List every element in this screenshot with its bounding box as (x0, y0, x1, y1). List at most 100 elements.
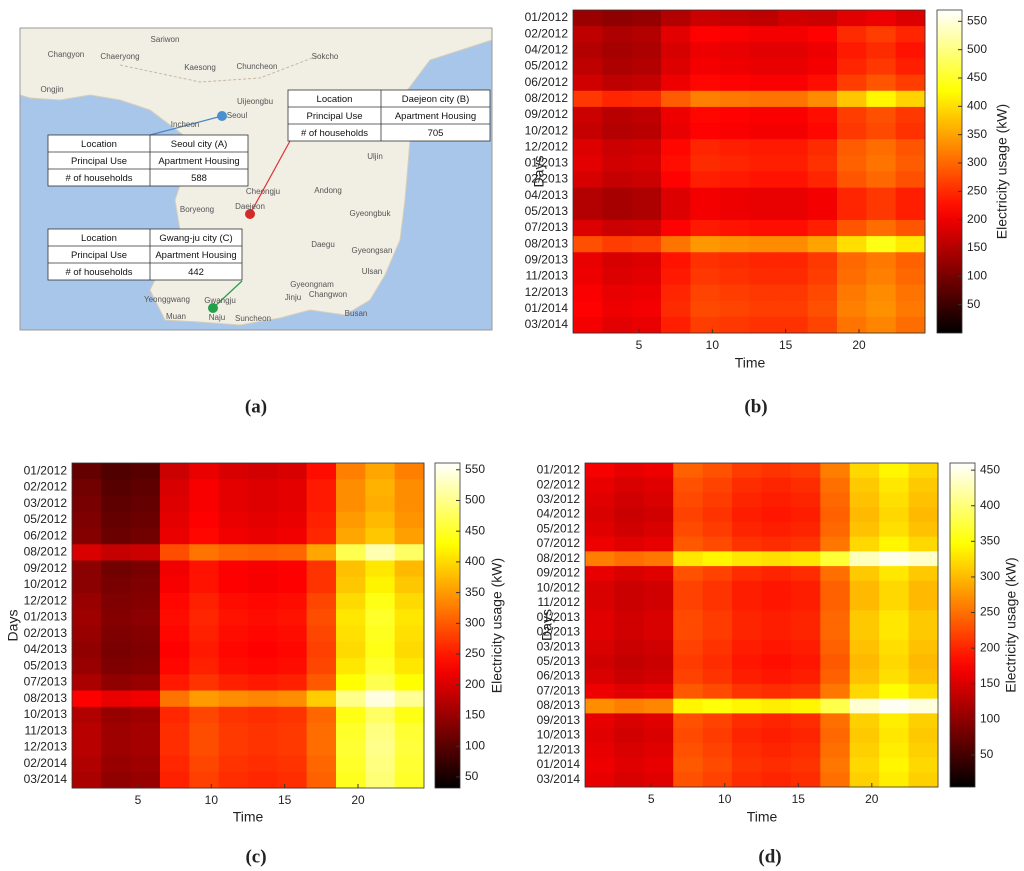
heat-cell (820, 492, 851, 508)
heat-cell (849, 566, 880, 582)
heat-cell (820, 521, 851, 538)
heat-cell (614, 757, 645, 773)
heat-cell (277, 593, 308, 610)
heat-cell (719, 26, 750, 43)
heat-cell (807, 284, 838, 302)
heat-cell (879, 521, 910, 538)
heat-cell (749, 300, 779, 318)
colorbar-tick-label: 200 (980, 640, 1000, 654)
heat-cell (719, 252, 750, 269)
heat-cell (908, 492, 939, 508)
heat-cell (837, 284, 867, 302)
heat-cell (790, 669, 821, 685)
heat-cell (790, 639, 821, 655)
heat-cell (879, 683, 910, 700)
table-cell: Principal Use (71, 156, 127, 167)
place-label: Busan (345, 309, 368, 318)
heat-cell (895, 284, 926, 302)
y-tick-label: 07/2013 (525, 220, 569, 234)
heat-cell (778, 123, 809, 140)
heat-cell (336, 771, 366, 789)
heat-cell (602, 155, 633, 172)
heat-cell (807, 123, 838, 140)
heat-cell (306, 511, 337, 529)
y-tick-label: 05/2013 (537, 654, 581, 668)
place-label: Daegu (311, 240, 335, 249)
heat-cell (189, 544, 220, 561)
heat-cell (820, 536, 851, 552)
heat-cell (908, 669, 939, 685)
place-label: Ongjin (40, 85, 63, 94)
heat-cell (643, 463, 674, 479)
heat-cell (837, 236, 867, 253)
x-tick-label: 5 (636, 338, 643, 352)
heat-cell (218, 479, 249, 496)
heat-cell (573, 123, 603, 140)
heat-cell (585, 728, 615, 744)
heat-cell (749, 74, 779, 92)
heat-cell (189, 658, 220, 675)
heat-cell (643, 595, 674, 611)
heat-cell (72, 723, 102, 740)
heat-cell (130, 658, 161, 675)
heat-cell (661, 139, 691, 156)
heat-cell (336, 609, 366, 626)
heat-cell (101, 658, 132, 675)
heat-cell (849, 610, 880, 626)
heat-cell (673, 492, 704, 508)
heat-cell (72, 511, 102, 529)
heat-cell (394, 576, 425, 594)
x-tick-label: 10 (706, 338, 720, 352)
heat-cell (631, 139, 662, 156)
y-tick-label: 08/2013 (537, 698, 581, 712)
heat-cell (365, 771, 396, 789)
colorbar-tick-label: 100 (980, 712, 1000, 726)
heat-cell (673, 625, 704, 641)
heat-cell (248, 755, 278, 773)
heat-cell (895, 252, 926, 269)
heat-cell (189, 560, 220, 578)
heat-cell (631, 58, 662, 76)
heat-cell (895, 90, 926, 108)
y-tick-label: 12/2013 (537, 742, 581, 756)
heat-cell (643, 566, 674, 582)
heat-cell (879, 772, 910, 788)
heat-cell (778, 316, 809, 334)
heat-cell (908, 698, 939, 714)
heat-cell (614, 639, 645, 655)
heat-cell (394, 544, 425, 561)
heat-cell (218, 495, 249, 513)
heat-cell (702, 639, 733, 655)
heat-cell (336, 755, 366, 773)
heat-cell (585, 595, 615, 611)
colorbar-tick-label: 300 (465, 616, 485, 630)
heat-cell (614, 713, 645, 729)
heat-cell (160, 771, 190, 789)
place-label: Ulsan (362, 267, 382, 276)
heat-cell (160, 706, 190, 724)
heat-cell (394, 690, 425, 708)
y-axis-label: Days (539, 609, 555, 641)
heat-cell (101, 511, 132, 529)
heat-cell (394, 511, 425, 529)
heat-cell (631, 300, 662, 318)
y-tick-label: 10/2013 (537, 728, 581, 742)
heat-cell (189, 495, 220, 513)
heat-cell (101, 771, 132, 789)
heat-cell (849, 507, 880, 523)
place-label: Suncheon (235, 314, 271, 323)
heat-cell (673, 566, 704, 582)
heat-cell (602, 123, 633, 140)
heat-cell (820, 772, 851, 788)
heat-cell (72, 560, 102, 578)
y-tick-label: 02/2012 (24, 480, 68, 494)
heat-cell (218, 706, 249, 724)
heat-cell (160, 528, 190, 545)
heat-cell (72, 739, 102, 756)
heat-cell (778, 90, 809, 108)
heat-cell (673, 772, 704, 788)
heat-cell (365, 576, 396, 594)
heat-cell (336, 544, 366, 561)
heat-cell (778, 300, 809, 318)
heat-cell (189, 706, 220, 724)
